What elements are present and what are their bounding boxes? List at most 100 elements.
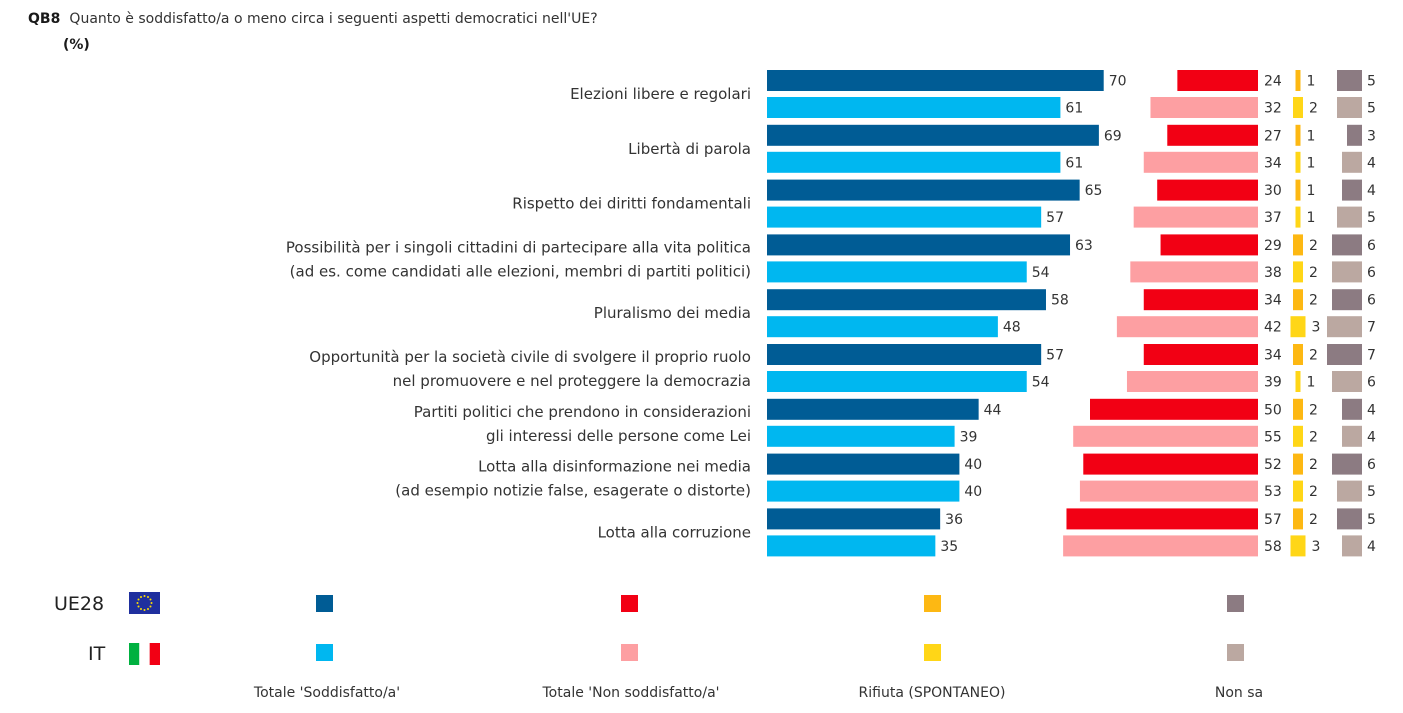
value-label-ue28-dont-know: 6 <box>1367 293 1376 309</box>
category-label: (ad esempio notizie false, esagerate o d… <box>395 482 751 500</box>
category-label: Pluralismo dei media <box>594 304 751 322</box>
bar-it-refuse <box>1293 97 1303 118</box>
value-label-ue28-satisfied: 69 <box>1104 128 1122 144</box>
category-label: Possibilità per i singoli cittadini di p… <box>286 238 751 256</box>
bar-it-not-satisfied <box>1150 97 1258 118</box>
value-label-it-satisfied: 54 <box>1032 375 1050 391</box>
bar-it-satisfied <box>767 371 1027 392</box>
bar-ue28-refuse <box>1293 398 1303 420</box>
bar-ue28-dont-know <box>1327 344 1362 365</box>
bar-ue28-not-satisfied <box>1177 70 1258 91</box>
bar-it-not-satisfied <box>1116 316 1258 338</box>
bar-it-satisfied <box>767 535 936 557</box>
category-label: Opportunità per la società civile di svo… <box>309 348 751 366</box>
value-label-it-refuse: 1 <box>1307 210 1316 226</box>
bar-it-refuse <box>1293 425 1303 447</box>
value-label-ue28-satisfied: 36 <box>945 512 963 528</box>
bar-ue28-not-satisfied <box>1143 289 1258 311</box>
value-label-it-refuse: 2 <box>1309 429 1318 445</box>
bar-ue28-satisfied <box>767 70 1104 91</box>
bar-ue28-satisfied <box>767 508 941 530</box>
question-text: Quanto è soddisfatto/a o meno circa i se… <box>69 11 598 27</box>
category-label: Lotta alla corruzione <box>598 523 751 541</box>
category-label: Libertà di parola <box>628 140 751 158</box>
bar-ue28-dont-know <box>1332 289 1362 311</box>
value-label-it-satisfied: 39 <box>960 429 978 445</box>
value-label-it-satisfied: 54 <box>1032 265 1050 281</box>
value-label-ue28-dont-know: 5 <box>1367 74 1376 90</box>
value-label-it-satisfied: 48 <box>1003 320 1021 336</box>
value-label-it-not-satisfied: 32 <box>1264 101 1282 117</box>
value-label-ue28-dont-know: 7 <box>1367 348 1376 364</box>
value-label-it-not-satisfied: 38 <box>1264 265 1282 281</box>
value-label-it-dont-know: 6 <box>1367 375 1376 391</box>
value-label-it-dont-know: 4 <box>1367 429 1376 445</box>
value-label-ue28-dont-know: 4 <box>1367 402 1376 418</box>
bar-it-dont-know <box>1337 480 1362 502</box>
value-label-it-not-satisfied: 34 <box>1264 155 1282 171</box>
category-label: gli interessi delle persone come Lei <box>486 427 751 445</box>
value-label-it-dont-know: 5 <box>1367 484 1376 500</box>
bar-it-refuse <box>1293 261 1303 283</box>
category-label: nel promuovere e nel proteggere la democ… <box>393 372 751 390</box>
value-label-ue28-not-satisfied: 24 <box>1264 74 1282 90</box>
bar-ue28-not-satisfied <box>1157 179 1258 201</box>
bar-it-satisfied <box>767 151 1061 173</box>
value-label-ue28-not-satisfied: 30 <box>1264 183 1282 199</box>
bar-it-not-satisfied <box>1133 206 1258 228</box>
bar-it-refuse <box>1295 151 1301 173</box>
question-code: QB8 <box>28 11 61 27</box>
bar-ue28-not-satisfied <box>1160 234 1258 256</box>
category-label: Elezioni libere e regolari <box>570 85 751 103</box>
value-label-ue28-not-satisfied: 50 <box>1264 402 1282 418</box>
bar-ue28-dont-know <box>1347 124 1362 146</box>
bar-it-not-satisfied <box>1079 480 1258 502</box>
value-label-ue28-satisfied: 44 <box>984 402 1002 418</box>
bar-ue28-satisfied <box>767 234 1071 256</box>
value-label-it-refuse: 1 <box>1307 375 1316 391</box>
value-label-ue28-refuse: 2 <box>1309 512 1318 528</box>
value-label-it-satisfied: 57 <box>1046 210 1064 226</box>
value-label-ue28-refuse: 1 <box>1307 183 1316 199</box>
bar-it-satisfied <box>767 261 1027 283</box>
bar-ue28-dont-know <box>1332 453 1362 475</box>
value-label-ue28-refuse: 2 <box>1309 238 1318 254</box>
value-label-ue28-dont-know: 3 <box>1367 128 1376 144</box>
bar-it-refuse <box>1295 371 1301 392</box>
bar-ue28-refuse <box>1295 124 1301 146</box>
bar-it-dont-know <box>1342 425 1362 447</box>
bar-it-dont-know <box>1337 97 1362 118</box>
value-label-ue28-satisfied: 58 <box>1051 293 1069 309</box>
bar-it-dont-know <box>1342 535 1362 557</box>
value-label-ue28-refuse: 2 <box>1309 457 1318 473</box>
bar-ue28-satisfied <box>767 398 979 420</box>
value-label-ue28-not-satisfied: 29 <box>1264 238 1282 254</box>
value-label-it-satisfied: 40 <box>964 484 982 500</box>
bar-it-satisfied <box>767 425 955 447</box>
value-label-ue28-satisfied: 57 <box>1046 348 1064 364</box>
bar-it-refuse <box>1293 480 1303 502</box>
bar-ue28-satisfied <box>767 453 960 475</box>
bar-ue28-refuse <box>1295 70 1301 91</box>
value-label-it-not-satisfied: 55 <box>1264 429 1282 445</box>
value-label-it-satisfied: 35 <box>940 539 958 555</box>
value-label-it-not-satisfied: 58 <box>1264 539 1282 555</box>
bar-ue28-not-satisfied <box>1167 124 1258 146</box>
bar-ue28-satisfied <box>767 344 1042 365</box>
bar-ue28-refuse <box>1293 344 1303 365</box>
value-label-it-dont-know: 4 <box>1367 539 1376 555</box>
value-label-it-not-satisfied: 37 <box>1264 210 1282 226</box>
bar-it-dont-know <box>1332 261 1362 283</box>
bar-it-not-satisfied <box>1143 151 1258 173</box>
value-label-it-refuse: 2 <box>1309 101 1318 117</box>
value-label-it-refuse: 1 <box>1307 155 1316 171</box>
value-label-ue28-refuse: 1 <box>1307 128 1316 144</box>
bar-it-refuse <box>1295 206 1301 228</box>
bar-it-dont-know <box>1332 371 1362 392</box>
bar-it-satisfied <box>767 97 1061 118</box>
value-label-ue28-dont-know: 5 <box>1367 512 1376 528</box>
value-label-it-not-satisfied: 42 <box>1264 320 1282 336</box>
bar-ue28-dont-know <box>1337 508 1362 530</box>
bar-ue28-not-satisfied <box>1090 398 1258 420</box>
